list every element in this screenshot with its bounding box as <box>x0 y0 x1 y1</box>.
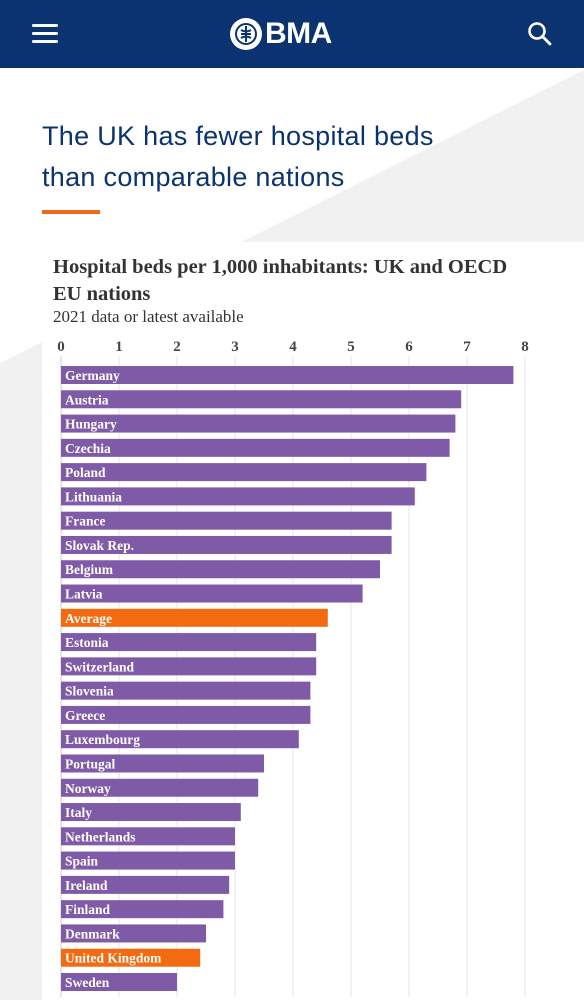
x-tick-label: 7 <box>463 339 471 355</box>
bar-label: United Kingdom <box>65 951 162 966</box>
bar-label: Belgium <box>65 562 114 577</box>
bar-label: Norway <box>65 781 111 796</box>
bar <box>61 851 235 870</box>
bar <box>61 535 392 554</box>
search-icon[interactable] <box>526 20 554 48</box>
x-tick-label: 6 <box>405 339 413 355</box>
bar <box>61 463 427 482</box>
bar <box>61 973 177 991</box>
bar-label: Austria <box>65 392 109 407</box>
bar <box>61 681 311 700</box>
bar <box>61 803 241 822</box>
headline-line-2: than comparable nations <box>42 162 345 192</box>
bar-label: Sweden <box>65 975 110 990</box>
bar-label: Czechia <box>65 441 111 456</box>
bar <box>61 948 201 967</box>
bar-label: Slovak Rep. <box>65 538 134 553</box>
bar-label: Italy <box>65 805 92 820</box>
bar <box>61 827 235 846</box>
bar-label: Poland <box>65 465 106 480</box>
logo-text: BMA <box>265 17 332 50</box>
bar <box>61 608 328 627</box>
bar-label: Finland <box>65 902 111 917</box>
bar <box>61 778 259 797</box>
bar-label: France <box>65 514 105 529</box>
bar-label: Slovenia <box>65 684 114 699</box>
bar-label: Greece <box>65 708 105 723</box>
bma-logo-badge-icon <box>230 18 262 50</box>
x-tick-label: 1 <box>115 339 123 355</box>
bar <box>61 730 299 749</box>
bar <box>61 657 317 676</box>
x-tick-label: 2 <box>173 339 181 355</box>
x-tick-label: 4 <box>289 339 297 355</box>
bma-logo[interactable]: BMA <box>230 15 332 53</box>
bar-label: Spain <box>65 854 99 869</box>
bar-label: Switzerland <box>65 659 134 674</box>
bar <box>61 438 450 457</box>
bar <box>61 633 317 652</box>
bar <box>61 900 224 919</box>
site-header: BMA <box>0 0 584 68</box>
x-tick-label: 3 <box>231 339 239 355</box>
chart-title: Hospital beds per 1,000 inhabitants: UK … <box>53 256 508 305</box>
bar-label: Latvia <box>65 587 103 602</box>
bar <box>61 487 415 506</box>
headline-line-1: The UK has fewer hospital beds <box>42 121 434 151</box>
bar <box>61 584 363 603</box>
bar <box>61 414 456 433</box>
bar <box>61 560 380 579</box>
bar-label: Netherlands <box>65 829 136 844</box>
bar <box>61 924 206 943</box>
x-tick-label: 0 <box>57 339 65 355</box>
bar-label: Average <box>65 611 112 626</box>
bar-label: Estonia <box>65 635 109 650</box>
bar-label: Ireland <box>65 878 108 893</box>
bar-label: Lithuania <box>65 489 122 504</box>
headline-accent-rule <box>42 210 100 214</box>
bar <box>61 754 264 773</box>
bar-label: Portugal <box>65 756 115 771</box>
page-headline: The UK has fewer hospital beds than comp… <box>42 116 542 198</box>
bar <box>61 390 462 409</box>
bar-label: Germany <box>65 368 120 383</box>
bar <box>61 366 514 384</box>
bar <box>61 705 311 724</box>
x-tick-label: 5 <box>347 339 355 355</box>
bar-label: Luxembourg <box>65 732 140 747</box>
hamburger-menu-icon[interactable] <box>30 22 60 46</box>
bar <box>61 875 230 894</box>
chart-subtitle: 2021 data or latest available <box>53 307 244 326</box>
x-tick-label: 8 <box>521 339 529 355</box>
bar-label: Denmark <box>65 926 120 941</box>
bar <box>61 511 392 530</box>
bar-label: Hungary <box>65 417 117 432</box>
